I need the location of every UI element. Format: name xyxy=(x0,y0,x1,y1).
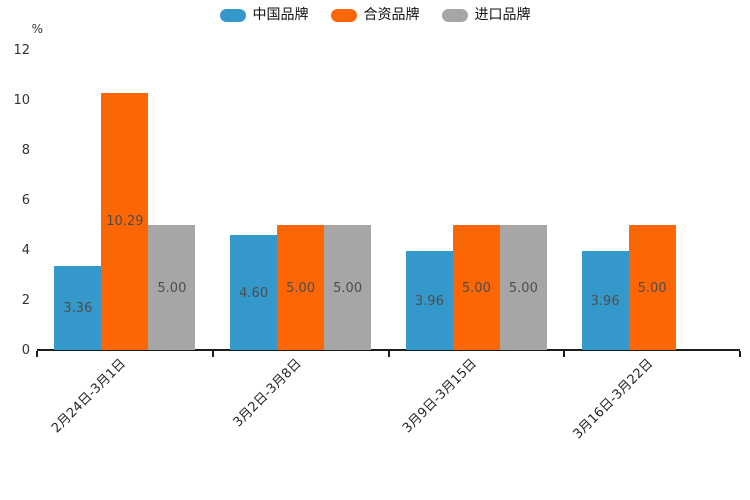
legend: 中国品牌 合资品牌 进口品牌 xyxy=(0,8,750,22)
bar-value-label: 5.00 xyxy=(508,280,538,296)
x-category-label: 3月16日-3月22日 xyxy=(570,356,657,443)
y-tick-label: 6 xyxy=(21,193,30,208)
bar-value-label: 5.00 xyxy=(461,280,491,296)
bar-value-label: 10.29 xyxy=(106,214,144,230)
bar-合资品牌-2 xyxy=(452,225,500,350)
x-axis-tick xyxy=(563,351,566,357)
y-tick-label: 4 xyxy=(21,243,30,258)
legend-label: 进口品牌 xyxy=(474,7,531,23)
x-axis-line xyxy=(37,349,740,351)
bar-value-label: 3.96 xyxy=(414,293,444,309)
bar-进口品牌-0 xyxy=(148,225,196,350)
bar-value-label: 4.60 xyxy=(239,285,269,301)
x-category-label: 3月2日-3月8日 xyxy=(230,356,305,431)
x-axis-tick xyxy=(211,351,214,357)
bar-进口品牌-1 xyxy=(324,225,372,350)
bar-value-label: 5.00 xyxy=(637,280,667,296)
legend-swatch-icon xyxy=(330,8,357,22)
legend-label: 中国品牌 xyxy=(252,7,309,23)
legend-swatch-icon xyxy=(219,8,246,22)
legend-item-2[interactable]: 进口品牌 xyxy=(441,7,531,23)
y-tick-label: 12 xyxy=(13,43,30,58)
legend-swatch-icon xyxy=(441,8,468,22)
x-axis-tick xyxy=(36,351,38,357)
bar-中国品牌-2 xyxy=(405,251,453,350)
x-category-label: 3月9日-3月15日 xyxy=(400,356,481,437)
y-tick-label: 0 xyxy=(21,343,30,358)
x-axis-tick xyxy=(739,351,741,357)
bar-合资品牌-1 xyxy=(277,225,325,350)
x-category-label: 2月24日-3月1日 xyxy=(48,356,129,437)
bar-value-label: 5.00 xyxy=(157,280,187,296)
y-tick-label: 8 xyxy=(21,143,30,158)
y-tick-label: 10 xyxy=(13,93,30,108)
bar-合资品牌-3 xyxy=(628,225,676,350)
bar-value-label: 3.36 xyxy=(63,301,93,316)
y-tick-label: 2 xyxy=(21,293,30,308)
legend-item-0[interactable]: 中国品牌 xyxy=(219,7,309,23)
bar-中国品牌-0 xyxy=(54,266,102,350)
bar-中国品牌-1 xyxy=(230,235,278,350)
legend-item-1[interactable]: 合资品牌 xyxy=(330,7,420,23)
bar-value-label: 3.96 xyxy=(590,293,620,309)
legend-label: 合资品牌 xyxy=(363,7,420,23)
bar-value-label: 5.00 xyxy=(286,280,316,296)
y-axis-unit-label: % xyxy=(31,22,43,36)
bar-value-label: 5.00 xyxy=(333,280,363,296)
x-axis-tick xyxy=(387,351,390,357)
bar-中国品牌-3 xyxy=(581,251,629,350)
bar-进口品牌-2 xyxy=(499,225,547,350)
bar-合资品牌-0 xyxy=(101,92,149,350)
